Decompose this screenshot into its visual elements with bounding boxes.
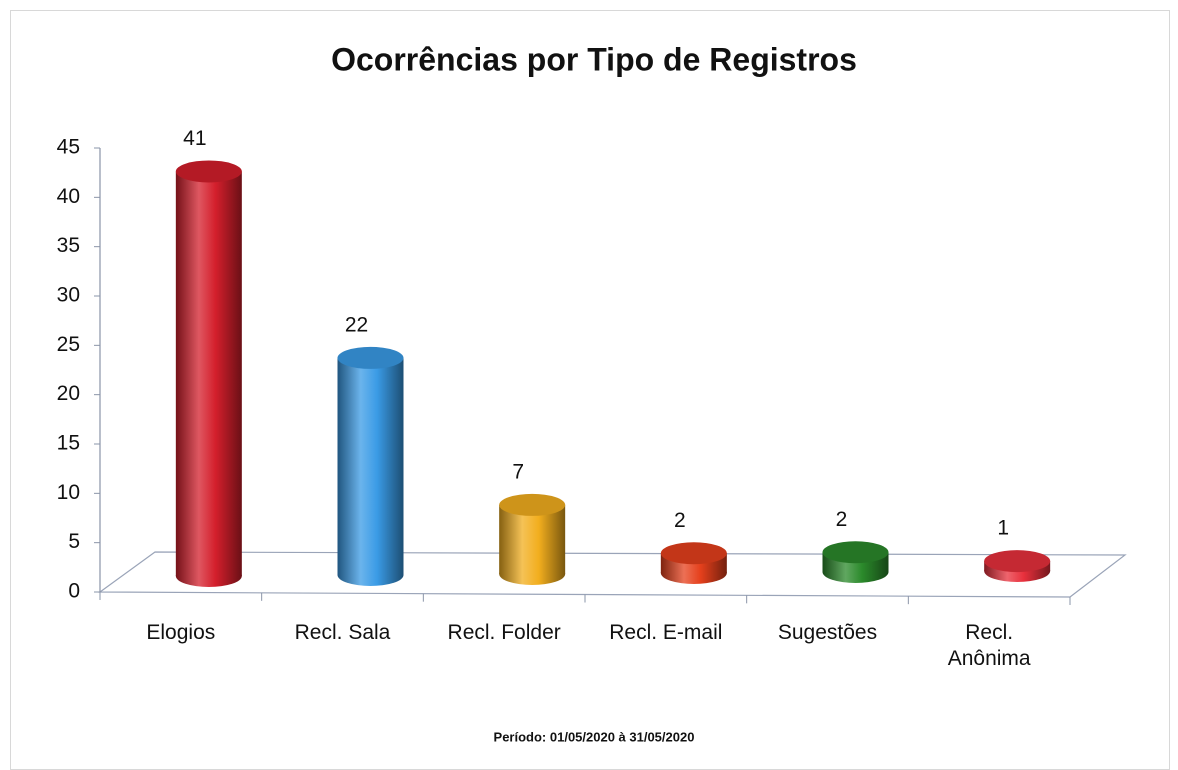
y-tick-label: 10 — [57, 481, 80, 504]
bar-top — [660, 542, 727, 565]
value-label: 22 — [345, 313, 368, 336]
floor — [98, 551, 1127, 598]
x-tick-label: Recl. Folder — [447, 621, 561, 644]
value-label: 41 — [183, 127, 206, 150]
y-tick-label: 25 — [57, 333, 80, 356]
x-tick-label: Recl. Sala — [294, 621, 391, 644]
y-tick-label: 5 — [68, 530, 80, 553]
bar — [499, 504, 566, 574]
bar-top — [337, 346, 404, 369]
value-label: 1 — [997, 517, 1009, 540]
y-tick-label: 15 — [57, 432, 80, 455]
x-tick-label: Recl. Anônima — [947, 621, 1031, 670]
x-tick-label: Recl. E-mail — [609, 621, 723, 644]
x-tick-label: Elogios — [146, 621, 216, 644]
bar-top — [984, 550, 1051, 573]
bar-top — [175, 160, 242, 183]
y-tick-label: 30 — [57, 284, 80, 307]
bar — [337, 357, 404, 575]
page: {"chart_data": {"type": "bar3d", "title"… — [10, 10, 1170, 770]
chart-title: Ocorrências por Tipo de Registros — [331, 41, 857, 77]
bar-top — [499, 493, 566, 516]
y-tick-label: 0 — [68, 580, 80, 603]
value-label: 7 — [512, 460, 524, 483]
y-tick-label: 35 — [57, 234, 80, 257]
chart: Ocorrências por Tipo de Registros Períod… — [57, 41, 1127, 744]
y-tick-label: 20 — [57, 382, 80, 405]
bar — [175, 171, 242, 576]
value-label: 2 — [674, 509, 686, 532]
bar-top — [822, 541, 889, 564]
y-tick-label: 40 — [57, 185, 80, 208]
y-tick-label: 45 — [57, 136, 80, 159]
chart-subtitle: Período: 01/05/2020 à 31/05/2020 — [494, 729, 695, 744]
x-tick-label: Sugestões — [777, 621, 878, 644]
value-label: 2 — [836, 508, 848, 531]
